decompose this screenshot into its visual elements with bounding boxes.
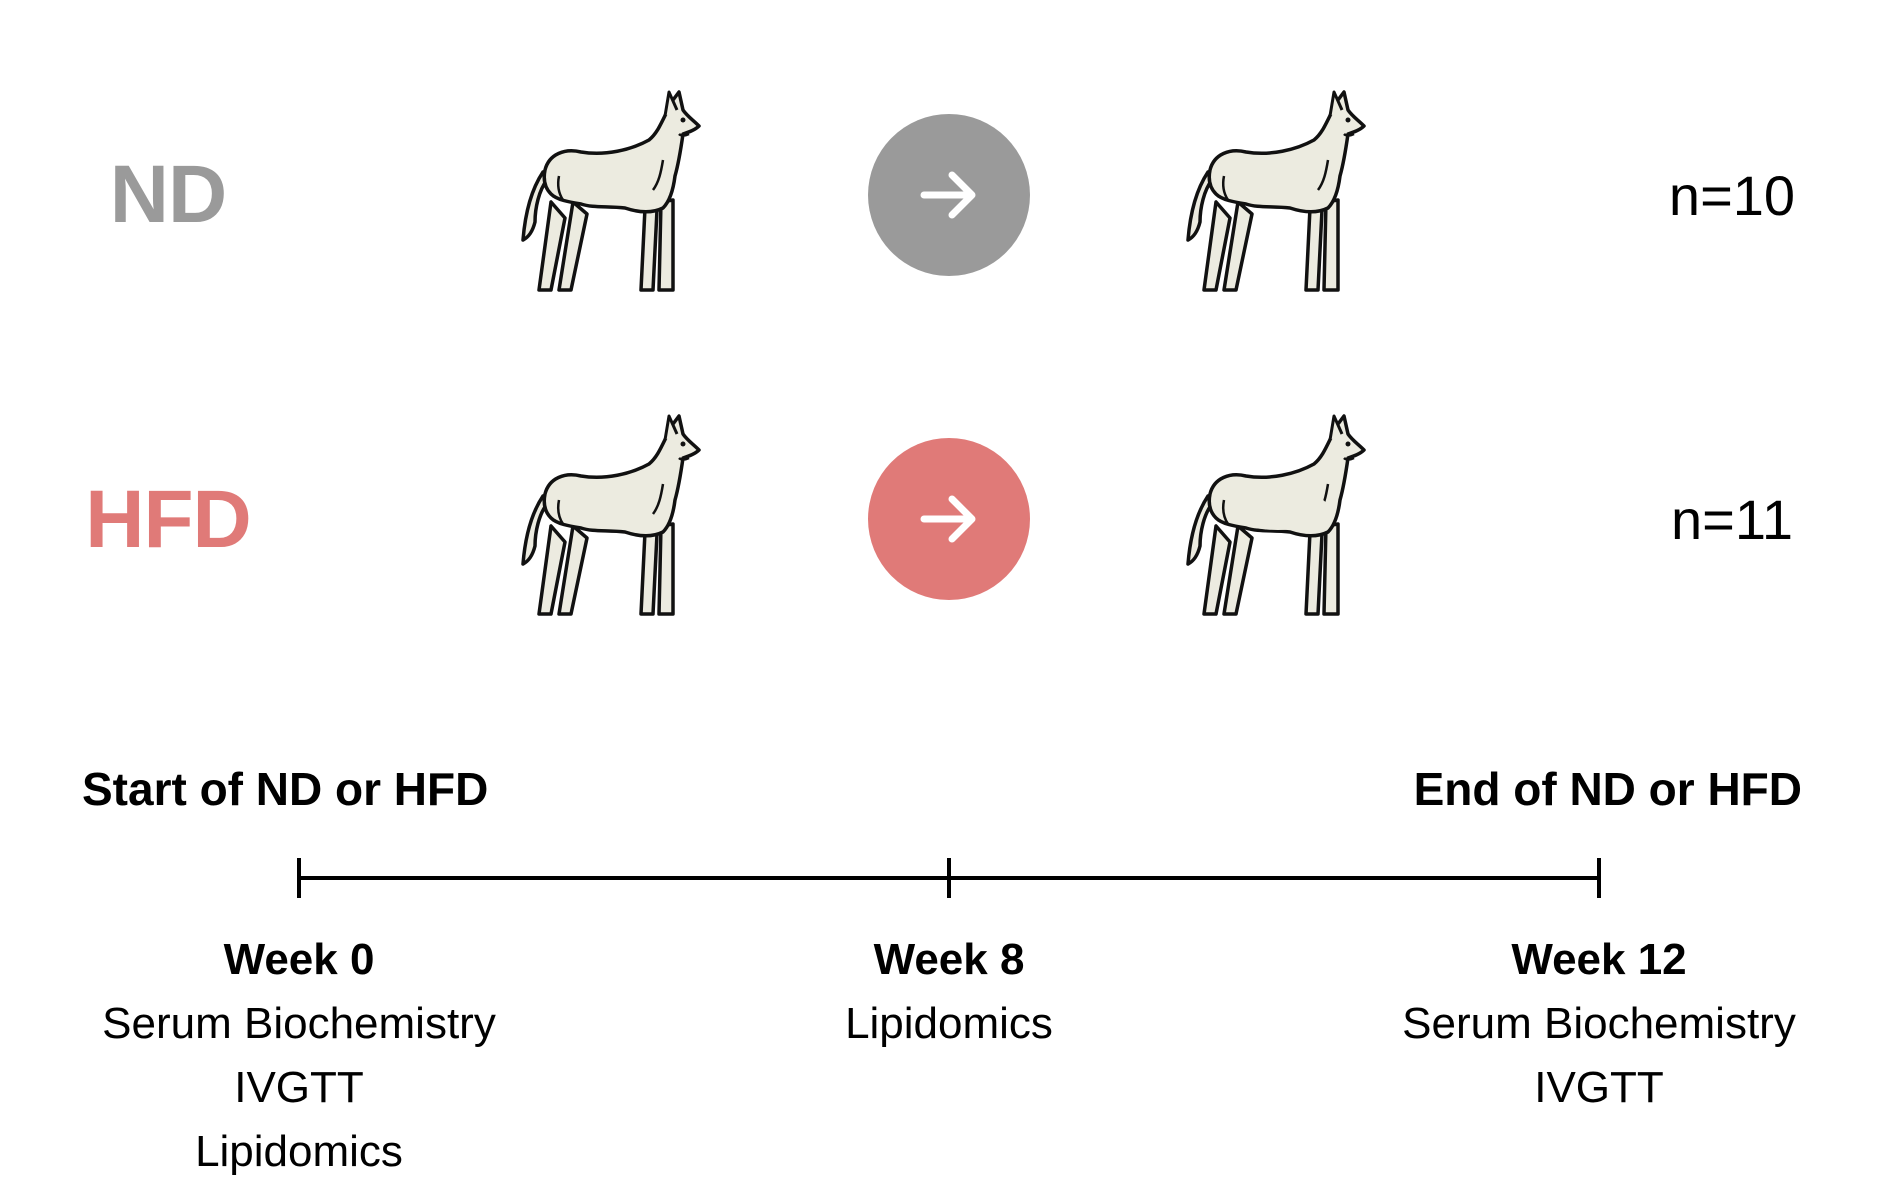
group-label-nd: ND — [109, 149, 227, 240]
sample-size-nd: n=10 — [1668, 164, 1796, 227]
timepoint-week-12: Week 12 Serum Biochemistry IVGTT — [1339, 928, 1859, 1120]
timepoint-item: Serum Biochemistry — [1402, 999, 1796, 1048]
timepoint-item: IVGTT — [234, 1063, 364, 1112]
dog-icon — [521, 90, 701, 292]
timeline-tick-week-12 — [1597, 858, 1601, 898]
timepoint-title: Week 8 — [873, 935, 1025, 984]
group-label-hfd: HFD — [85, 474, 252, 565]
dog-icon — [1186, 414, 1366, 616]
phase-start-label: Start of ND or HFD — [82, 763, 489, 815]
arrow-right-icon — [868, 114, 1030, 276]
timepoint-item: IVGTT — [1534, 1063, 1664, 1112]
arrow-right-icon — [868, 438, 1030, 600]
timepoint-week-8: Week 8 Lipidomics — [689, 928, 1209, 1056]
timepoint-title: Week 12 — [1511, 935, 1687, 984]
dog-icon — [1186, 90, 1366, 292]
timepoint-item: Lipidomics — [195, 1127, 403, 1176]
dog-icon — [521, 414, 701, 616]
sample-size-hfd: n=11 — [1671, 488, 1793, 551]
timepoint-item: Lipidomics — [845, 999, 1053, 1048]
phase-end-label: End of ND or HFD — [1413, 763, 1802, 815]
timeline-tick-week-8 — [947, 858, 951, 898]
timepoint-title: Week 0 — [223, 935, 375, 984]
timepoint-week-0: Week 0 Serum Biochemistry IVGTT Lipidomi… — [39, 928, 559, 1184]
timepoint-item: Serum Biochemistry — [102, 999, 496, 1048]
timeline-tick-week-0 — [297, 858, 301, 898]
